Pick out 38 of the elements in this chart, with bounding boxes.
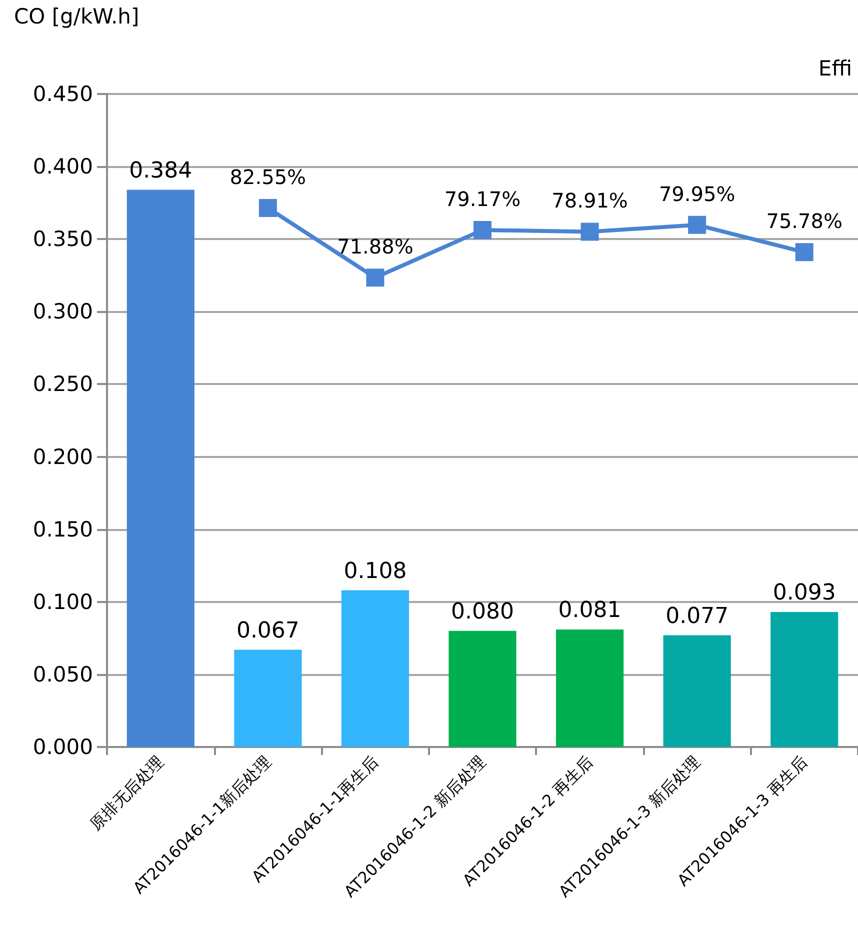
data-label: 71.88%: [337, 234, 414, 259]
bar: [556, 629, 624, 747]
data-label: 79.17%: [444, 187, 521, 212]
data-label: 0.093: [772, 580, 836, 606]
data-label: 79.95%: [658, 182, 736, 206]
bar: [126, 190, 194, 747]
point: [688, 216, 706, 234]
point: [795, 243, 814, 262]
bar: [770, 612, 838, 747]
y-tick-label: 0.050: [32, 662, 93, 686]
y-tick-label: 0.250: [32, 372, 93, 396]
data-label: 0.384: [129, 158, 192, 184]
y-tick-label: 0.300: [32, 300, 93, 324]
y-tick-label: 0.200: [32, 444, 93, 469]
y-tick-label: 0.000: [32, 735, 93, 759]
data-label: 0.077: [666, 604, 729, 629]
point: [258, 198, 277, 217]
data-label: 0.108: [344, 558, 407, 584]
bar: [448, 630, 516, 747]
y2-axis-title: Effi: [818, 56, 852, 80]
y-tick-label: 0.450: [32, 82, 93, 106]
y-tick-label: 0.400: [32, 154, 93, 179]
y-tick-label: 0.350: [32, 227, 93, 252]
bar: [663, 635, 731, 747]
y-tick-label: 0.150: [32, 517, 93, 542]
bar: [234, 650, 302, 747]
data-label: 0.081: [558, 598, 622, 623]
y-axis-title: CO [g/kW.h]: [14, 4, 140, 28]
bar: [341, 590, 410, 747]
data-label: 78.91%: [552, 188, 628, 213]
point: [366, 268, 384, 287]
point: [580, 222, 599, 241]
y-tick-label: 0.100: [32, 590, 93, 614]
data-label: 82.55%: [230, 164, 306, 189]
point: [474, 221, 492, 240]
data-label: 75.78%: [766, 209, 842, 234]
data-label: 0.067: [236, 618, 300, 644]
data-label: 0.080: [451, 599, 514, 624]
